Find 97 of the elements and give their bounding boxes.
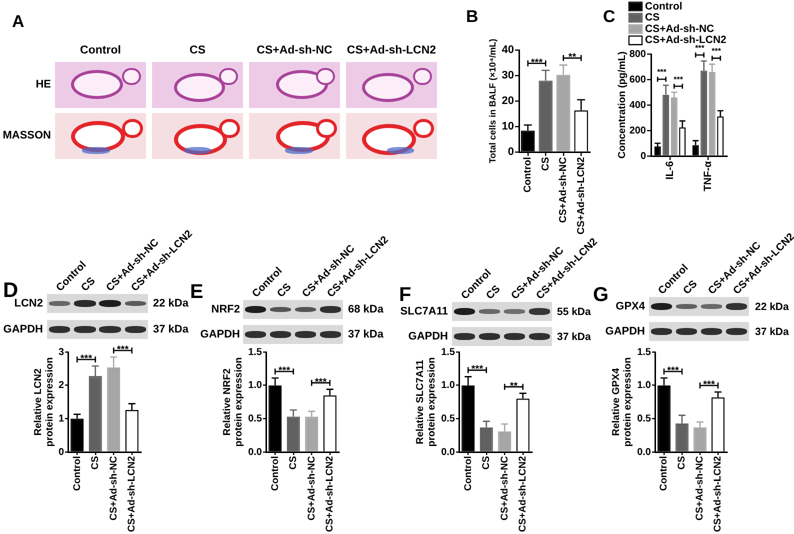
legend-label: Control <box>645 0 682 12</box>
x-tick-label: CS+Ad-sh-NC <box>694 456 706 520</box>
y-tick-label: 30 <box>502 70 514 82</box>
x-tick-label: CS+Ad-sh-NC <box>499 456 510 520</box>
legend-label: CS+Ad-sh-NC <box>645 22 715 35</box>
x-tick-label: Control <box>658 456 670 491</box>
annotation: ** <box>568 52 576 64</box>
text: CS+Ad-sh-LCN2 <box>346 44 436 57</box>
y-tick-label: 20 <box>502 95 514 108</box>
y-axis-title: Relative LCN2 protein expression <box>33 357 56 447</box>
y-tick-label: 0 <box>508 146 514 158</box>
x-tick-label: CS+Ad-sh-LCN2 <box>518 455 529 532</box>
y-tick-label: 200 <box>629 125 646 136</box>
chart-title: C <box>603 7 616 26</box>
text: 22 kDa <box>153 297 188 309</box>
x-tick-label: CS <box>540 156 552 171</box>
x-tick-label: CS <box>481 456 492 470</box>
annotation: ** <box>510 380 518 392</box>
y-tick-label: 0 <box>640 150 646 162</box>
text: 37 kDa <box>348 328 384 340</box>
y-axis-title: Total cells in BALF (×10⁴/mL) <box>487 38 498 164</box>
y-tick-label: 600 <box>629 74 646 86</box>
y-tick-label: 1.0 <box>637 380 652 392</box>
y-tick-label: 1.5 <box>637 346 652 358</box>
annotation: *** <box>530 57 543 68</box>
text: A <box>12 12 24 31</box>
chart-title: F <box>399 284 412 306</box>
x-tick-label: CS <box>90 456 102 470</box>
text: CS <box>190 44 206 57</box>
y-tick-label: 1.0 <box>441 380 456 392</box>
text: *** <box>695 44 706 53</box>
text: HE <box>36 78 51 90</box>
text: GAPDH <box>200 328 240 340</box>
chart-title: E <box>190 281 204 303</box>
x-tick-label: CS+Ad-sh-NC <box>306 456 318 520</box>
y-tick-label: 0.5 <box>637 413 652 424</box>
y-tick-label: 2 <box>58 380 64 392</box>
y-axis-title: Relative GPX4 protein expression <box>611 357 634 447</box>
text: MASSON <box>2 130 51 142</box>
x-tick-label: Control <box>462 456 474 491</box>
y-tick-label: 1.5 <box>248 346 262 358</box>
text: 37 kDa <box>557 330 591 342</box>
annotation: *** <box>314 376 327 388</box>
text: NRF2 <box>211 303 240 315</box>
x-tick-label: CS+Ad-sh-NC <box>558 157 570 223</box>
y-tick-label: 0 <box>58 446 64 458</box>
x-tick-label: CS+Ad-sh-NC <box>108 456 120 520</box>
x-tick-label: CS+Ad-sh-LCN2 <box>576 156 587 235</box>
x-tick-label: CS <box>288 456 300 470</box>
annotation: *** <box>471 364 484 376</box>
y-tick-label: 0.0 <box>248 446 262 458</box>
y-tick-label: 1.5 <box>441 346 456 358</box>
y-tick-label: 400 <box>629 100 646 111</box>
x-tick-label: CS+Ad-sh-LCN2 <box>324 455 336 532</box>
x-tick-label: TNF-α <box>702 160 714 192</box>
y-tick-label: 1.0 <box>248 380 262 392</box>
x-tick-label: CS+Ad-sh-LCN2 <box>126 455 138 532</box>
y-tick-label: 40 <box>502 44 514 56</box>
annotation: *** <box>116 344 129 356</box>
y-tick-label: 0.5 <box>248 413 262 424</box>
x-tick-label: Control <box>522 156 534 193</box>
chart-title: B <box>466 7 478 26</box>
text: 55 kDa <box>557 305 591 318</box>
y-axis-title: Relative SLC7A11 protein expression <box>415 357 438 447</box>
text: GAPDH <box>408 330 448 342</box>
annotation: *** <box>278 366 290 376</box>
y-tick-label: 1 <box>58 413 64 424</box>
y-tick-label: 3 <box>58 346 64 358</box>
annotation: *** <box>657 68 668 77</box>
annotation: *** <box>667 366 679 376</box>
text: GAPDH <box>3 323 43 335</box>
x-tick-label: Control <box>72 456 83 491</box>
x-tick-label: IL-6 <box>664 160 676 180</box>
text: GPX4 <box>616 300 645 312</box>
text: 68 kDa <box>348 303 384 315</box>
annotation: *** <box>80 354 92 364</box>
legend-label: CS <box>645 12 660 24</box>
text: GAPDH <box>605 325 645 337</box>
text: CS+Ad-sh-NC <box>256 44 332 57</box>
x-tick-label: Control <box>270 456 281 491</box>
y-axis-title: Relative NRF2 protein expression <box>222 357 244 447</box>
text: 37 kDa <box>755 325 789 338</box>
text: Control <box>80 44 121 57</box>
y-tick-label: 0.0 <box>637 446 652 458</box>
annotation: *** <box>712 46 722 56</box>
annotation: *** <box>703 380 715 390</box>
text: SLC7A11 <box>400 305 448 317</box>
x-tick-label: CS <box>676 456 688 470</box>
x-tick-label: CS+Ad-sh-LCN2 <box>712 455 724 532</box>
y-tick-label: 800 <box>629 48 646 60</box>
y-tick-label: 10 <box>502 120 514 133</box>
text: 37 kDa <box>153 323 188 335</box>
y-axis-title: Concentration (pg/mL) <box>616 51 628 159</box>
text: 22 kDa <box>755 300 789 312</box>
y-tick-label: 0.0 <box>441 446 456 458</box>
y-tick-label: 0.5 <box>441 413 456 424</box>
annotation: *** <box>674 74 684 84</box>
